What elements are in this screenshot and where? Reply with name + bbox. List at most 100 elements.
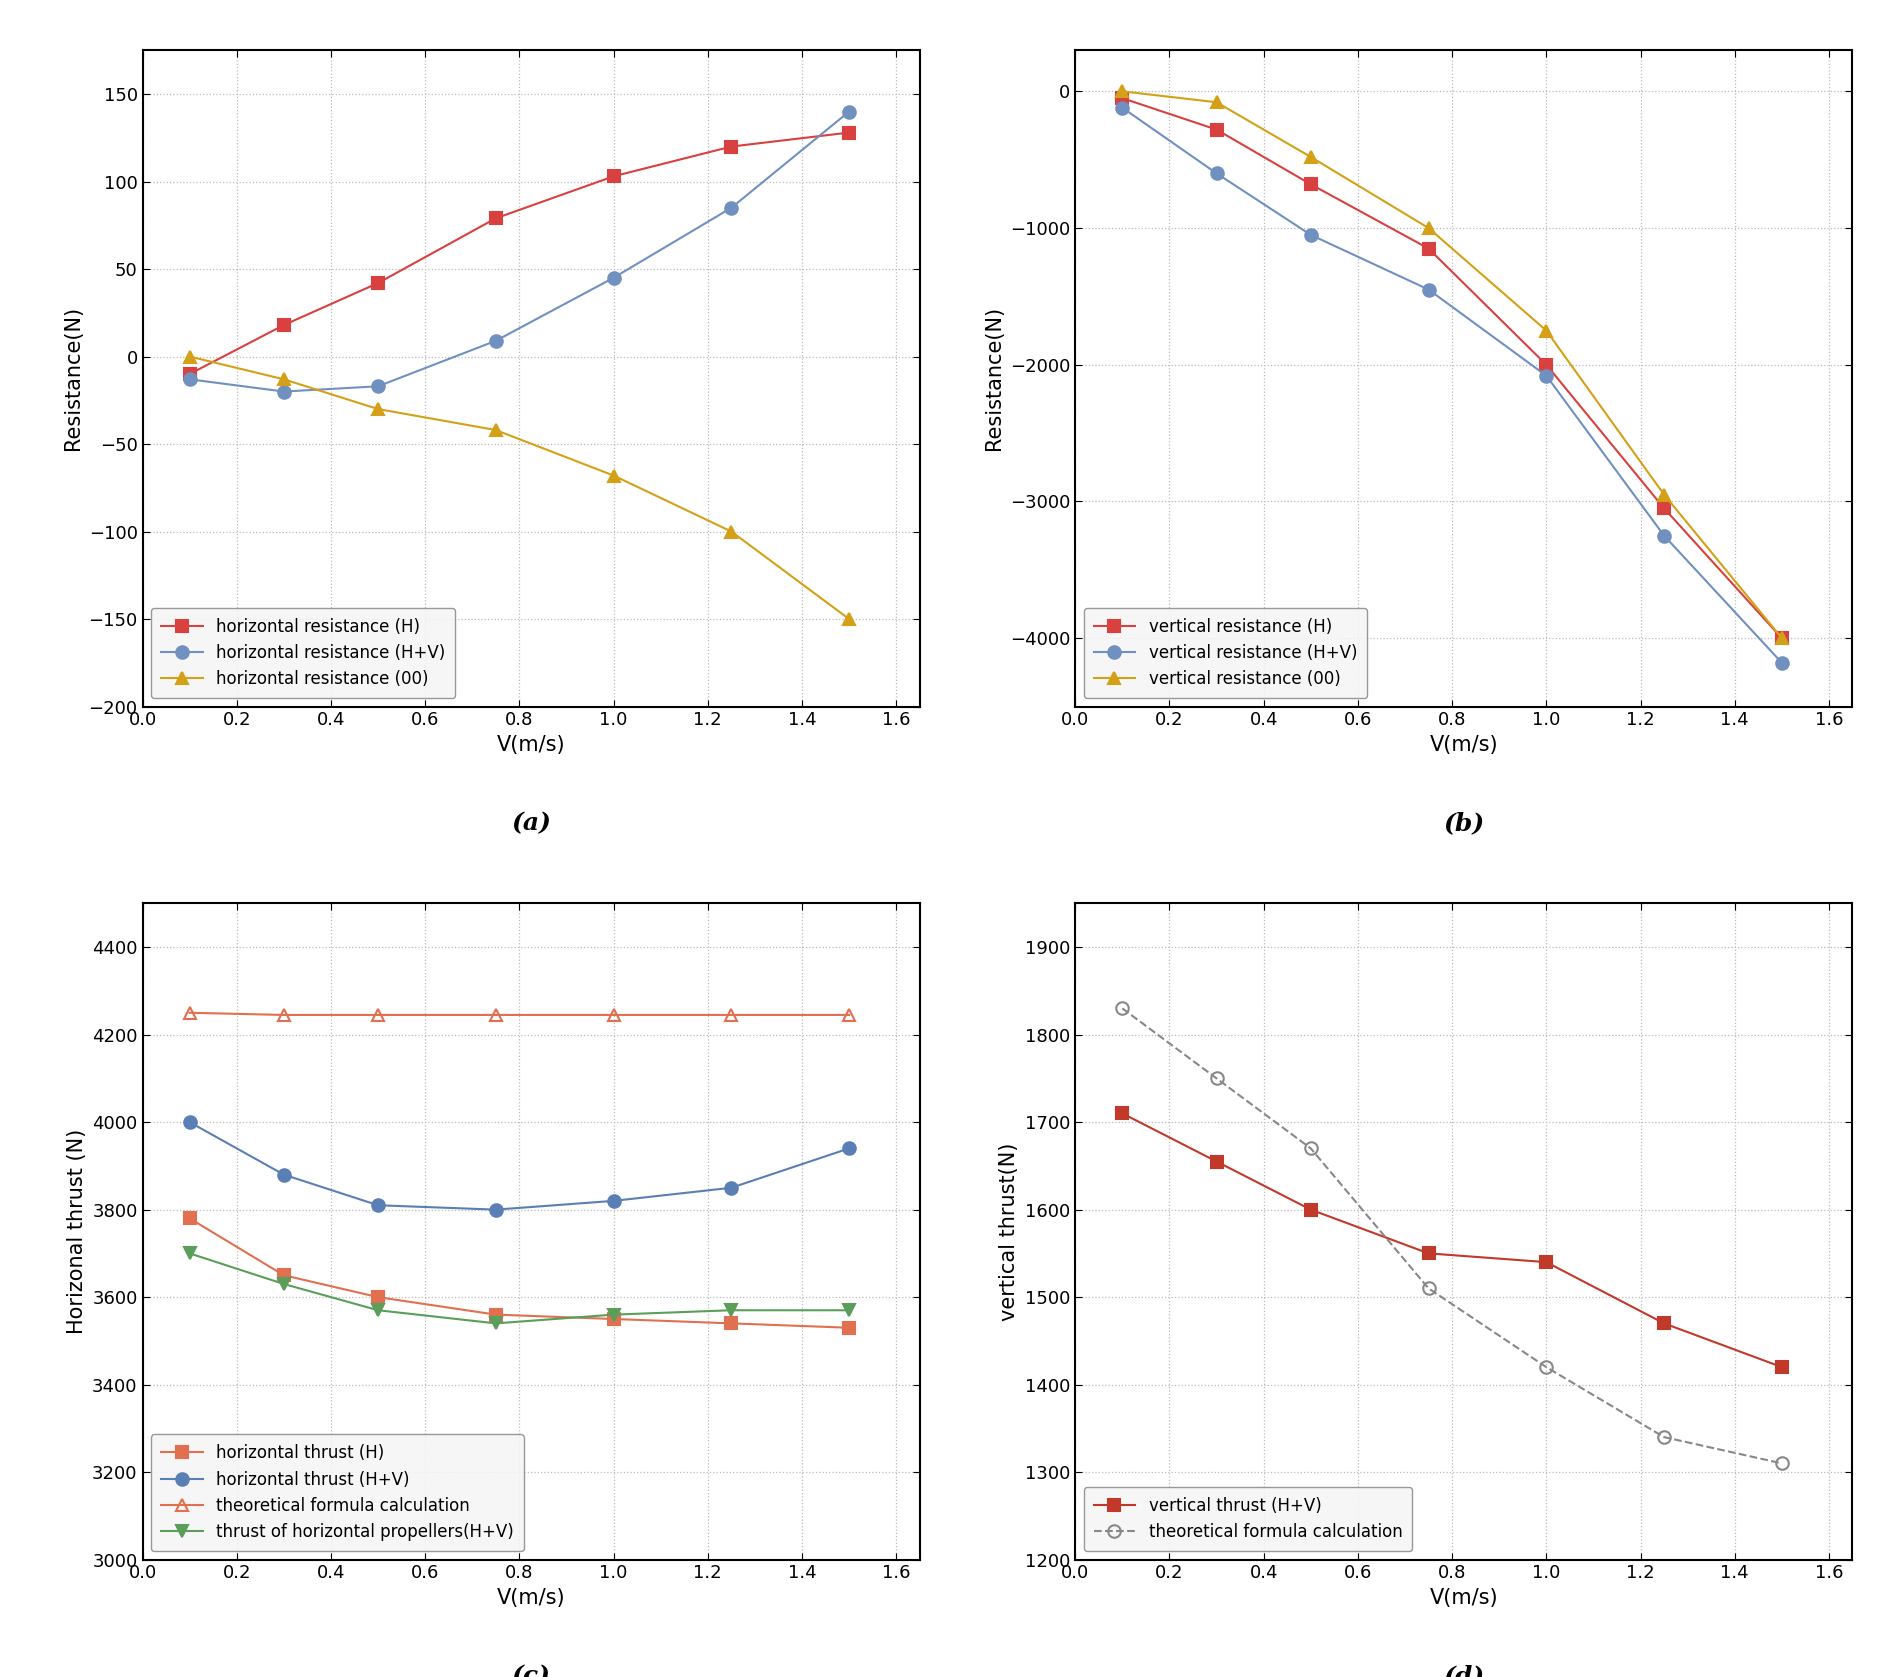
Line: theoretical formula calculation: theoretical formula calculation	[1115, 1003, 1788, 1469]
Line: vertical resistance (H+V): vertical resistance (H+V)	[1115, 102, 1788, 669]
Text: (d): (d)	[1444, 1665, 1484, 1677]
X-axis label: V(m/s): V(m/s)	[496, 735, 566, 755]
vertical resistance (00)	[1771, 629, 1794, 649]
horizontal thrust (H+V)	[179, 1112, 201, 1132]
horizontal thrust (H)	[602, 1310, 625, 1330]
Text: (b): (b)	[1444, 812, 1484, 835]
theoretical formula calculation	[720, 1005, 743, 1025]
vertical resistance (H+V)	[1535, 366, 1558, 386]
vertical thrust (H+V)	[1771, 1357, 1794, 1377]
horizontal thrust (H+V)	[484, 1199, 507, 1219]
Line: horizontal resistance (00): horizontal resistance (00)	[184, 350, 855, 626]
vertical resistance (00)	[1535, 320, 1558, 340]
vertical resistance (H)	[1653, 498, 1676, 518]
horizontal resistance (H+V)	[179, 369, 201, 389]
horizontal resistance (H)	[272, 315, 294, 335]
vertical resistance (H+V)	[1300, 225, 1322, 245]
thrust of horizontal propellers(H+V)	[272, 1275, 294, 1295]
thrust of horizontal propellers(H+V)	[838, 1300, 861, 1320]
horizontal thrust (H)	[272, 1264, 294, 1285]
horizontal thrust (H)	[484, 1305, 507, 1325]
Y-axis label: Resistance(N): Resistance(N)	[984, 307, 1005, 451]
Line: vertical thrust (H+V): vertical thrust (H+V)	[1115, 1107, 1788, 1373]
horizontal resistance (H+V)	[838, 102, 861, 122]
horizontal resistance (H+V)	[484, 330, 507, 350]
theoretical formula calculation	[1112, 998, 1134, 1018]
Legend: vertical thrust (H+V), theoretical formula calculation: vertical thrust (H+V), theoretical formu…	[1083, 1487, 1412, 1551]
horizontal thrust (H+V)	[602, 1191, 625, 1211]
horizontal thrust (H)	[838, 1318, 861, 1338]
Y-axis label: vertical thrust(N): vertical thrust(N)	[999, 1142, 1020, 1321]
thrust of horizontal propellers(H+V)	[602, 1305, 625, 1325]
theoretical formula calculation	[179, 1003, 201, 1023]
X-axis label: V(m/s): V(m/s)	[1429, 735, 1499, 755]
Legend: horizontal resistance (H), horizontal resistance (H+V), horizontal resistance (0: horizontal resistance (H), horizontal re…	[150, 607, 456, 698]
thrust of horizontal propellers(H+V)	[484, 1313, 507, 1333]
vertical resistance (H+V)	[1653, 525, 1676, 545]
horizontal resistance (H)	[484, 208, 507, 228]
horizontal resistance (H+V)	[602, 268, 625, 288]
Line: vertical resistance (H): vertical resistance (H)	[1115, 92, 1788, 644]
thrust of horizontal propellers(H+V)	[179, 1243, 201, 1263]
Line: vertical resistance (00): vertical resistance (00)	[1115, 86, 1788, 644]
Line: horizontal resistance (H): horizontal resistance (H)	[184, 126, 855, 381]
Y-axis label: Resistance(N): Resistance(N)	[63, 307, 84, 451]
horizontal resistance (H)	[179, 364, 201, 384]
horizontal thrust (H+V)	[838, 1139, 861, 1159]
Legend: vertical resistance (H), vertical resistance (H+V), vertical resistance (00): vertical resistance (H), vertical resist…	[1083, 607, 1368, 698]
Line: horizontal resistance (H+V): horizontal resistance (H+V)	[184, 106, 855, 397]
theoretical formula calculation	[1535, 1357, 1558, 1377]
theoretical formula calculation	[1653, 1427, 1676, 1447]
Line: theoretical formula calculation: theoretical formula calculation	[184, 1006, 855, 1021]
vertical thrust (H+V)	[1112, 1103, 1134, 1124]
vertical thrust (H+V)	[1417, 1243, 1440, 1263]
horizontal thrust (H+V)	[720, 1177, 743, 1197]
Text: (c): (c)	[511, 1665, 551, 1677]
vertical resistance (00)	[1205, 92, 1227, 112]
horizontal resistance (00)	[838, 609, 861, 629]
vertical resistance (00)	[1653, 485, 1676, 505]
Y-axis label: Horizonal thrust (N): Horizonal thrust (N)	[66, 1129, 87, 1335]
vertical resistance (H+V)	[1417, 280, 1440, 300]
X-axis label: V(m/s): V(m/s)	[496, 1588, 566, 1608]
vertical thrust (H+V)	[1653, 1313, 1676, 1333]
horizontal resistance (H)	[838, 122, 861, 143]
horizontal resistance (00)	[179, 347, 201, 367]
vertical thrust (H+V)	[1535, 1253, 1558, 1273]
horizontal thrust (H)	[367, 1286, 389, 1306]
vertical resistance (H)	[1300, 174, 1322, 195]
theoretical formula calculation	[484, 1005, 507, 1025]
vertical thrust (H+V)	[1205, 1152, 1227, 1172]
horizontal resistance (00)	[602, 466, 625, 486]
vertical resistance (H)	[1112, 89, 1134, 109]
horizontal resistance (00)	[272, 369, 294, 389]
vertical resistance (H)	[1771, 629, 1794, 649]
vertical resistance (H+V)	[1205, 163, 1227, 183]
theoretical formula calculation	[367, 1005, 389, 1025]
theoretical formula calculation	[272, 1005, 294, 1025]
horizontal resistance (00)	[484, 419, 507, 439]
horizontal resistance (H)	[367, 273, 389, 293]
horizontal resistance (H)	[720, 136, 743, 156]
theoretical formula calculation	[1205, 1068, 1227, 1088]
vertical resistance (00)	[1417, 218, 1440, 238]
thrust of horizontal propellers(H+V)	[720, 1300, 743, 1320]
vertical resistance (H)	[1417, 238, 1440, 258]
theoretical formula calculation	[1771, 1454, 1794, 1474]
Line: horizontal thrust (H+V): horizontal thrust (H+V)	[184, 1115, 855, 1216]
X-axis label: V(m/s): V(m/s)	[1429, 1588, 1499, 1608]
thrust of horizontal propellers(H+V)	[367, 1300, 389, 1320]
horizontal resistance (H)	[602, 166, 625, 186]
theoretical formula calculation	[1300, 1139, 1322, 1159]
horizontal thrust (H)	[720, 1313, 743, 1333]
Text: (a): (a)	[511, 812, 551, 835]
Legend: horizontal thrust (H), horizontal thrust (H+V), theoretical formula calculation,: horizontal thrust (H), horizontal thrust…	[150, 1434, 524, 1551]
horizontal resistance (00)	[720, 522, 743, 542]
theoretical formula calculation	[602, 1005, 625, 1025]
horizontal resistance (H+V)	[367, 376, 389, 396]
vertical thrust (H+V)	[1300, 1199, 1322, 1219]
vertical resistance (H+V)	[1112, 97, 1134, 117]
horizontal thrust (H)	[179, 1209, 201, 1229]
horizontal thrust (H+V)	[367, 1196, 389, 1216]
horizontal resistance (H+V)	[720, 198, 743, 218]
